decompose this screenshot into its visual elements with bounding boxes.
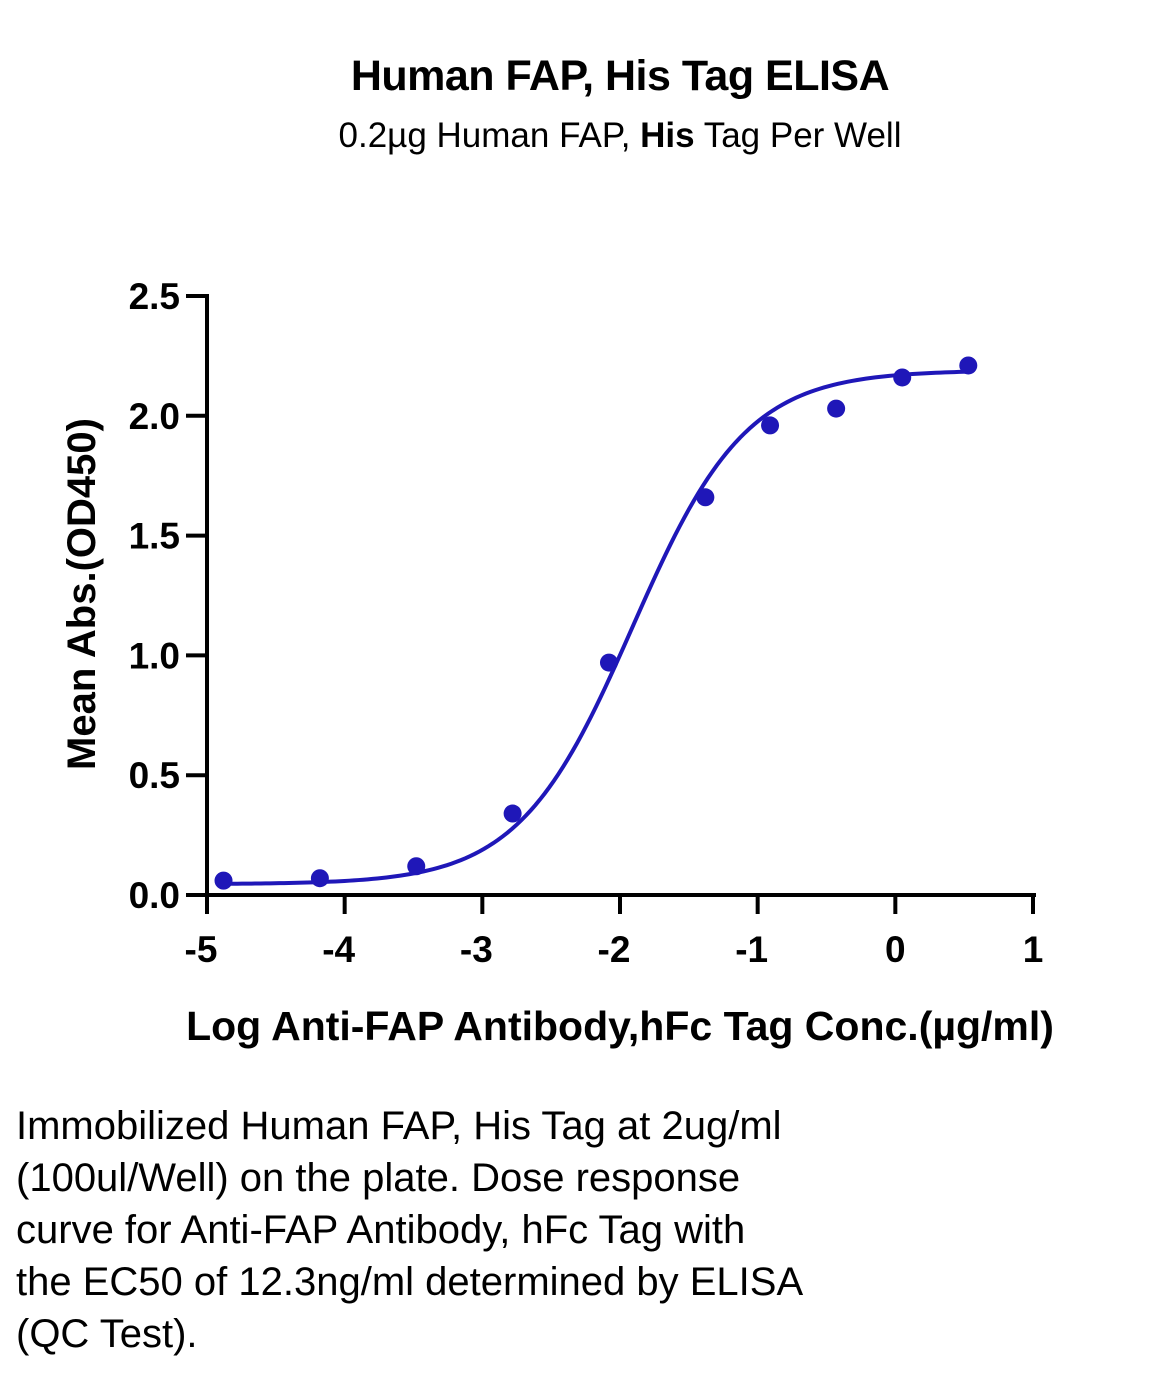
data-point [761,416,780,435]
y-tick-label: 0.5 [129,755,180,796]
data-point [827,399,846,418]
data-point [959,356,978,375]
y-axis: 0.0 0.5 1.0 1.5 2.0 2.5 [129,276,209,916]
data-point [696,488,715,507]
data-point [214,871,233,890]
subtitle-part-2: Tag Per Well [694,116,902,155]
x-ticks: -5 -4 -3 -2 -1 0 1 [185,895,1044,970]
subtitle-part-1: 0.2µg Human FAP, [338,116,641,155]
chart-subtitle: 0.2µg Human FAP, His Tag Per Well [0,116,1166,156]
y-ticks: 0.0 0.5 1.0 1.5 2.0 2.5 [129,276,207,916]
data-points [214,356,978,890]
data-point [599,653,618,672]
y-tick-label: 0.0 [129,875,180,916]
data-point [310,869,329,888]
chart-title: Human FAP, His Tag ELISA [350,52,890,100]
x-tick-label: 1 [1023,929,1044,970]
x-tick-label: -5 [185,929,218,970]
elisa-chart: 0.0 0.5 1.0 1.5 2.0 2.5 -5 -4 -3 -2 -1 0 1 Mean Abs… [60,276,1054,1049]
y-tick-label: 2.5 [129,276,180,317]
y-tick-label: 2.0 [129,396,180,437]
x-tick-label: -1 [735,929,768,970]
x-axis: -5 -4 -3 -2 -1 0 1 [185,893,1044,970]
x-tick-label: -3 [460,929,493,970]
subtitle-part-bold: His [640,116,695,155]
data-point [503,804,522,823]
y-tick-label: 1.5 [129,516,180,557]
y-tick-label: 1.0 [129,635,180,676]
data-point [893,368,912,387]
x-tick-label: -4 [322,929,355,970]
fit-curve [223,369,969,886]
data-point [407,857,426,876]
x-tick-label: 0 [885,929,906,970]
caption: Immobilized Human FAP, His Tag at 2ug/ml… [16,1104,804,1356]
x-axis-label: Log Anti-FAP Antibody,hFc Tag Conc.(µg/m… [186,1003,1054,1049]
y-axis-label: Mean Abs.(OD450) [60,418,104,770]
x-tick-label: -2 [598,929,631,970]
